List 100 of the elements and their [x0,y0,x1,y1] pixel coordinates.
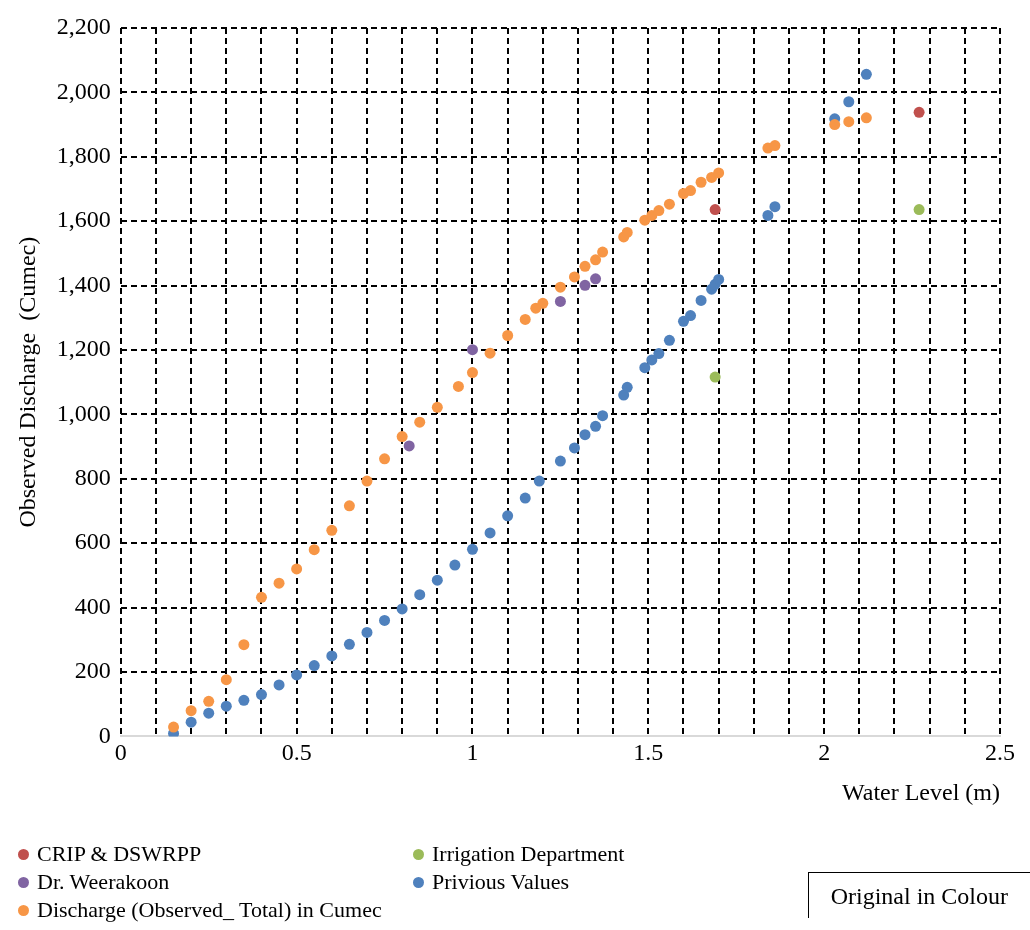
y-tick-label: 1,000 [56,399,111,426]
legend-label: CRIP & DSWRPP [37,840,202,868]
y-tick-label: 2,200 [56,13,111,40]
point [414,416,426,428]
point [579,279,591,291]
point [466,543,478,555]
point [291,669,303,681]
point [695,294,707,306]
x-tick-label: 1 [466,739,479,766]
point [308,660,320,672]
point [484,347,496,359]
point [685,310,697,322]
point [203,695,215,707]
y-tick-label: 0 [98,721,111,748]
point [308,544,320,556]
point [291,563,303,575]
y-tick-label: 1,800 [56,142,111,169]
point [537,297,549,309]
legend-label: Irrigation Department [432,840,625,868]
point [554,281,566,293]
legend-label: Discharge (Observed_ Total) in Cumec [37,896,382,924]
point [621,381,633,393]
point [639,362,651,374]
point [829,119,841,131]
point [579,429,591,441]
y-tick-label: 400 [74,592,111,619]
point [414,589,426,601]
y-tick-label: 1,400 [56,270,111,297]
point [255,591,267,603]
point [403,440,415,452]
point [238,639,250,651]
legend-label: Privious Values [432,868,570,896]
y-tick-label: 800 [74,464,111,491]
point [361,475,373,487]
legend-label: Dr. Weerakoon [37,868,170,896]
point [502,510,514,522]
point [431,401,443,413]
point [913,106,925,118]
point [677,315,689,327]
point [449,559,461,571]
x-tick-label: 2 [818,739,831,766]
point [379,614,391,626]
point [579,260,591,272]
point [713,273,725,285]
point [533,475,545,487]
point [519,492,531,504]
point [379,453,391,465]
point [663,198,675,210]
x-tick-label: 1.5 [633,739,664,766]
point [762,209,774,221]
point [273,577,285,589]
point [663,334,675,346]
point [621,226,633,238]
point [220,674,232,686]
point [653,205,665,217]
point [769,201,781,213]
point [361,626,373,638]
point [590,254,602,266]
point [597,410,609,422]
text: Original in Colour [807,872,1030,918]
point [466,344,478,356]
point [203,707,215,719]
y-tick-label: 1,600 [56,206,111,233]
point [685,185,697,197]
point [220,700,232,712]
point [913,204,925,216]
y-tick-label: 200 [74,657,111,684]
point [709,204,721,216]
point [860,68,872,80]
point [273,679,285,691]
point [590,273,602,285]
point [238,694,250,706]
point [597,246,609,258]
point [431,574,443,586]
point [185,716,197,728]
x-tick-label: 2.5 [985,739,1015,766]
point [709,371,721,383]
point [484,527,496,539]
point [590,420,602,432]
point [343,638,355,650]
point [653,348,665,360]
x-axis-title: Water Level (m) [842,778,1000,805]
point [568,442,580,454]
y-axis-title: Observed Discharge (Cumec) [13,236,40,528]
point [326,524,338,536]
x-tick-label: 0.5 [281,739,312,766]
point [466,367,478,379]
point [568,271,580,283]
y-tick-label: 2,000 [56,77,111,104]
point [326,650,338,662]
point [860,112,872,124]
point [452,380,464,392]
point [255,689,267,701]
point [502,330,514,342]
point [695,176,707,188]
point [554,455,566,467]
y-tick-label: 1,200 [56,335,111,362]
point [769,140,781,152]
point [185,705,197,717]
point [554,295,566,307]
